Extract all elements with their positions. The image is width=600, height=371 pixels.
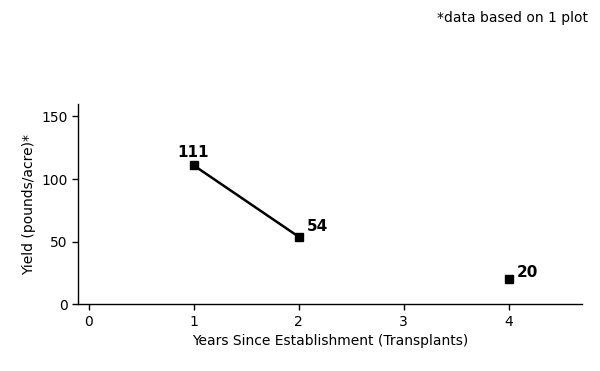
X-axis label: Years Since Establishment (Transplants): Years Since Establishment (Transplants)	[192, 334, 468, 348]
Y-axis label: Yield (pounds/acre)*: Yield (pounds/acre)*	[22, 134, 35, 275]
Text: 54: 54	[307, 219, 328, 234]
Text: 111: 111	[178, 145, 209, 160]
Text: *data based on 1 plot: *data based on 1 plot	[437, 11, 588, 25]
Text: 20: 20	[517, 265, 538, 280]
